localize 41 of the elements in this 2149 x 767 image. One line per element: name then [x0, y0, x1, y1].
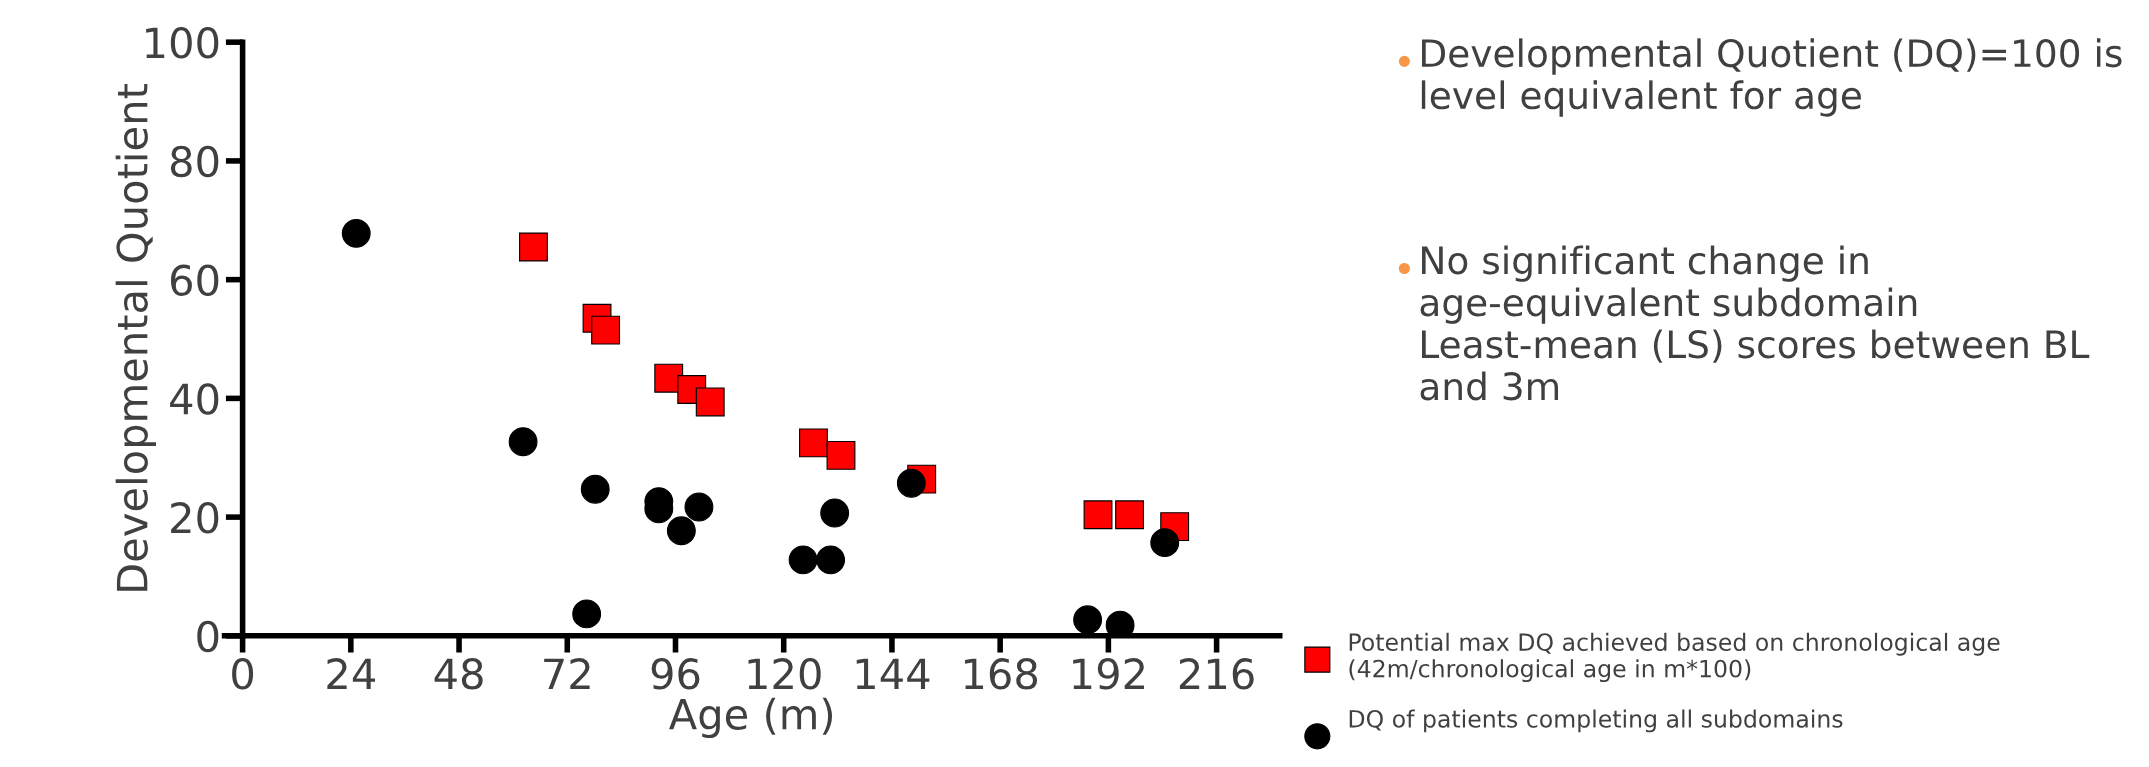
y-axis-title: Developmental Quotient	[115, 84, 156, 591]
point	[1150, 528, 1180, 558]
point	[341, 218, 371, 248]
x-tick-label: 192	[1073, 658, 1144, 690]
point	[508, 427, 538, 457]
point	[572, 599, 602, 629]
y-tick-label: 100	[146, 27, 219, 59]
legend-label: DQ of patients completing all subdomains	[1349, 709, 1843, 733]
x-tick-label: 96	[651, 658, 700, 690]
point	[695, 387, 725, 417]
point	[896, 468, 926, 498]
x-axis-title: Age (m)	[669, 697, 833, 739]
y-tick-label: 20	[171, 502, 219, 534]
point	[666, 516, 696, 546]
x-tick-label: 120	[748, 658, 821, 690]
x-tick-label: 72	[544, 658, 590, 690]
point	[519, 232, 548, 262]
x-tick-label: 168	[964, 658, 1038, 690]
point	[826, 440, 856, 470]
point	[580, 474, 610, 504]
point	[591, 315, 621, 345]
point	[1115, 500, 1145, 530]
point	[1073, 605, 1103, 635]
point	[684, 492, 714, 522]
x-tick-label: 48	[434, 658, 483, 690]
point	[820, 498, 850, 528]
text: No significant change in age-equivalent subdomain Least-mean (LS) scores between BL and 3m	[1420, 245, 2090, 401]
point	[799, 428, 828, 458]
x-tick-label: 24	[327, 658, 375, 690]
legend-label: Potential max DQ achieved based on chronological age (42m/chronological age in m*100)	[1349, 632, 2000, 683]
y-tick-label: 0	[197, 620, 219, 653]
y-tick-label: 60	[170, 264, 219, 297]
point	[1083, 500, 1113, 530]
x-tick-label: 216	[1179, 658, 1254, 690]
y-tick-label: 80	[170, 145, 219, 178]
y-tick-label: 40	[170, 383, 219, 415]
point	[788, 545, 818, 575]
point	[816, 545, 846, 575]
x-tick-label: 144	[856, 658, 930, 690]
x-tick-label: 0	[232, 658, 254, 690]
text: Developmental Quotient (DQ)=100 is level equivalent for age	[1421, 38, 2122, 117]
